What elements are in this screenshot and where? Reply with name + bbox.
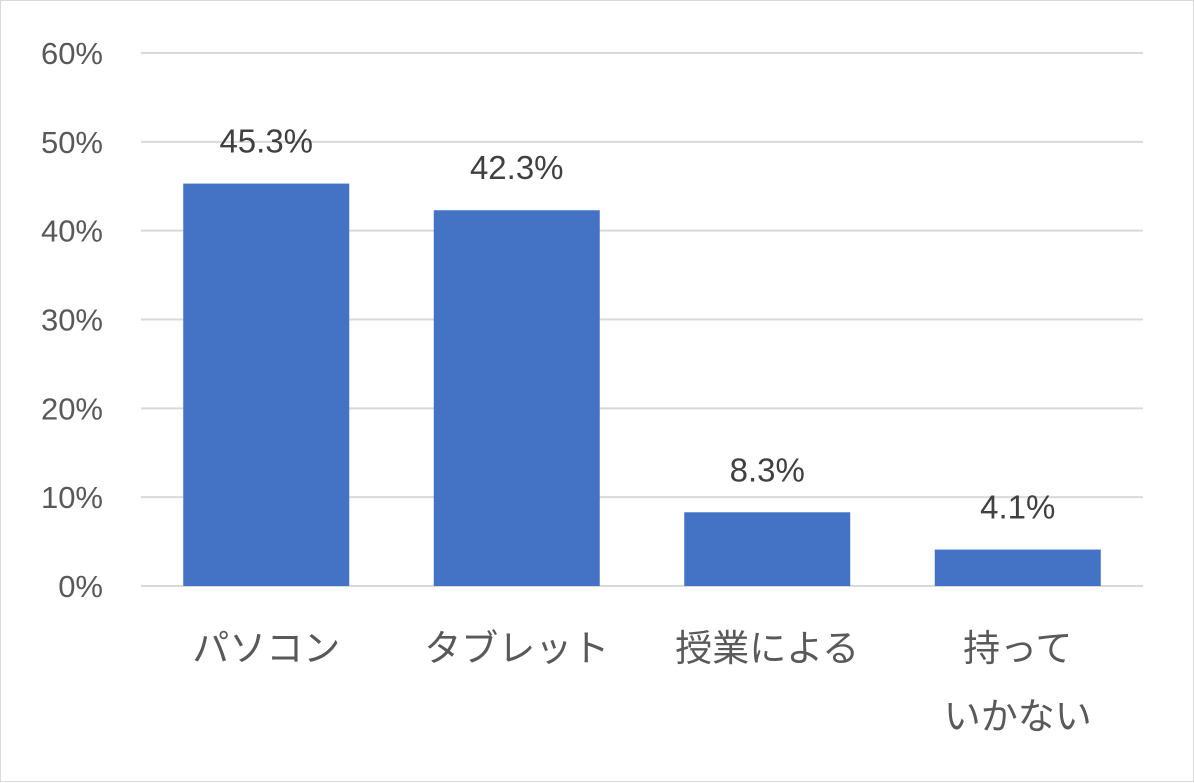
y-tick-label: 0% — [58, 569, 103, 604]
data-label: 45.3% — [219, 123, 313, 160]
data-labels: 45.3% 42.3% 8.3% 4.1% — [219, 123, 1055, 526]
y-tick-label: 30% — [41, 303, 103, 338]
y-tick-label: 40% — [41, 214, 103, 249]
bars — [183, 183, 1101, 587]
y-tick-label: 50% — [41, 125, 103, 160]
category-label: タブレット — [424, 627, 609, 670]
category-label: いかない — [944, 695, 1092, 738]
bar — [934, 549, 1101, 586]
data-label: 4.1% — [980, 489, 1055, 526]
category-label: 持って — [963, 627, 1072, 670]
bar — [433, 210, 600, 587]
y-axis-tick-labels: 0% 10% 20% 30% 40% 50% 60% — [41, 36, 103, 604]
category-label: 授業による — [675, 627, 859, 670]
bar — [183, 183, 350, 586]
data-label: 8.3% — [730, 451, 805, 488]
bar — [684, 512, 851, 586]
y-tick-label: 10% — [41, 480, 103, 515]
category-label: パソコン — [192, 627, 340, 670]
y-tick-label: 20% — [41, 391, 103, 426]
data-label: 42.3% — [470, 149, 564, 186]
y-tick-label: 60% — [41, 36, 103, 71]
